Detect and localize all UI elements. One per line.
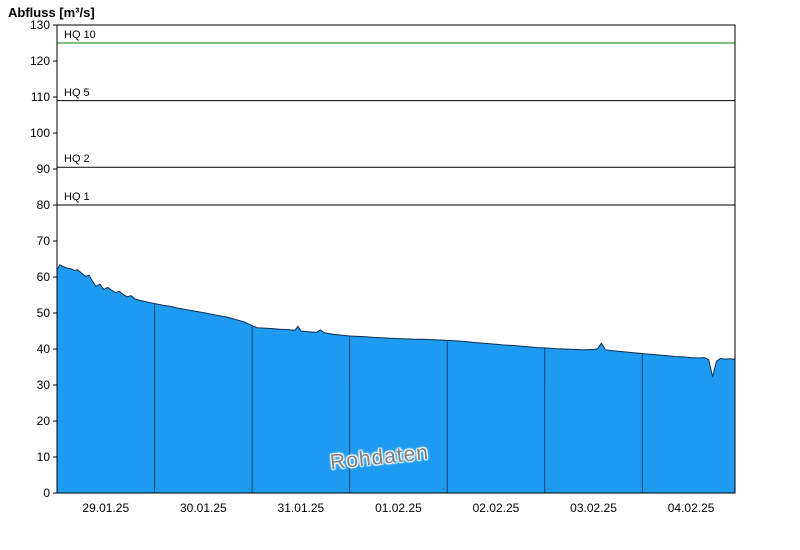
day-gridlines-group [154,264,643,493]
hq-label-hq5: HQ 5 [64,86,90,99]
y-tick-label: 110 [30,90,50,104]
y-tick-label: 90 [36,162,50,176]
x-tick-label: 03.02.25 [570,501,617,515]
x-tick-label: 02.02.25 [472,501,520,515]
y-tick-label: 80 [36,198,50,212]
y-tick-label: 0 [43,486,50,500]
y-tick-label: 70 [36,234,50,248]
y-tick-label: 20 [36,414,50,428]
y-tick-label: 130 [29,18,50,32]
discharge-area-fill [57,264,735,493]
y-tick-label: 120 [29,54,50,68]
y-tick-label: 100 [29,126,50,140]
x-tick-label: 31.01.25 [277,501,325,515]
y-tick-label: 30 [36,378,50,392]
x-tick-label: 01.02.25 [375,501,422,515]
discharge-line [56,264,736,377]
hq-label-hq10: HQ 10 [64,29,96,41]
x-tick-label: 30.01.25 [179,501,227,515]
chart-title: Abfluss [m³/s] [8,5,95,20]
plot-border [56,24,736,494]
x-tick-label: 04.02.25 [667,501,715,515]
y-tick-label: 10 [36,450,50,464]
y-tick-label: 40 [36,342,50,356]
x-tick-label: 29.01.25 [82,501,130,515]
y-tick-label: 50 [36,306,50,320]
y-tick-label: 60 [36,270,50,284]
hq-label-hq1: HQ 1 [64,191,90,203]
hq-label-hq2: HQ 2 [64,153,90,166]
